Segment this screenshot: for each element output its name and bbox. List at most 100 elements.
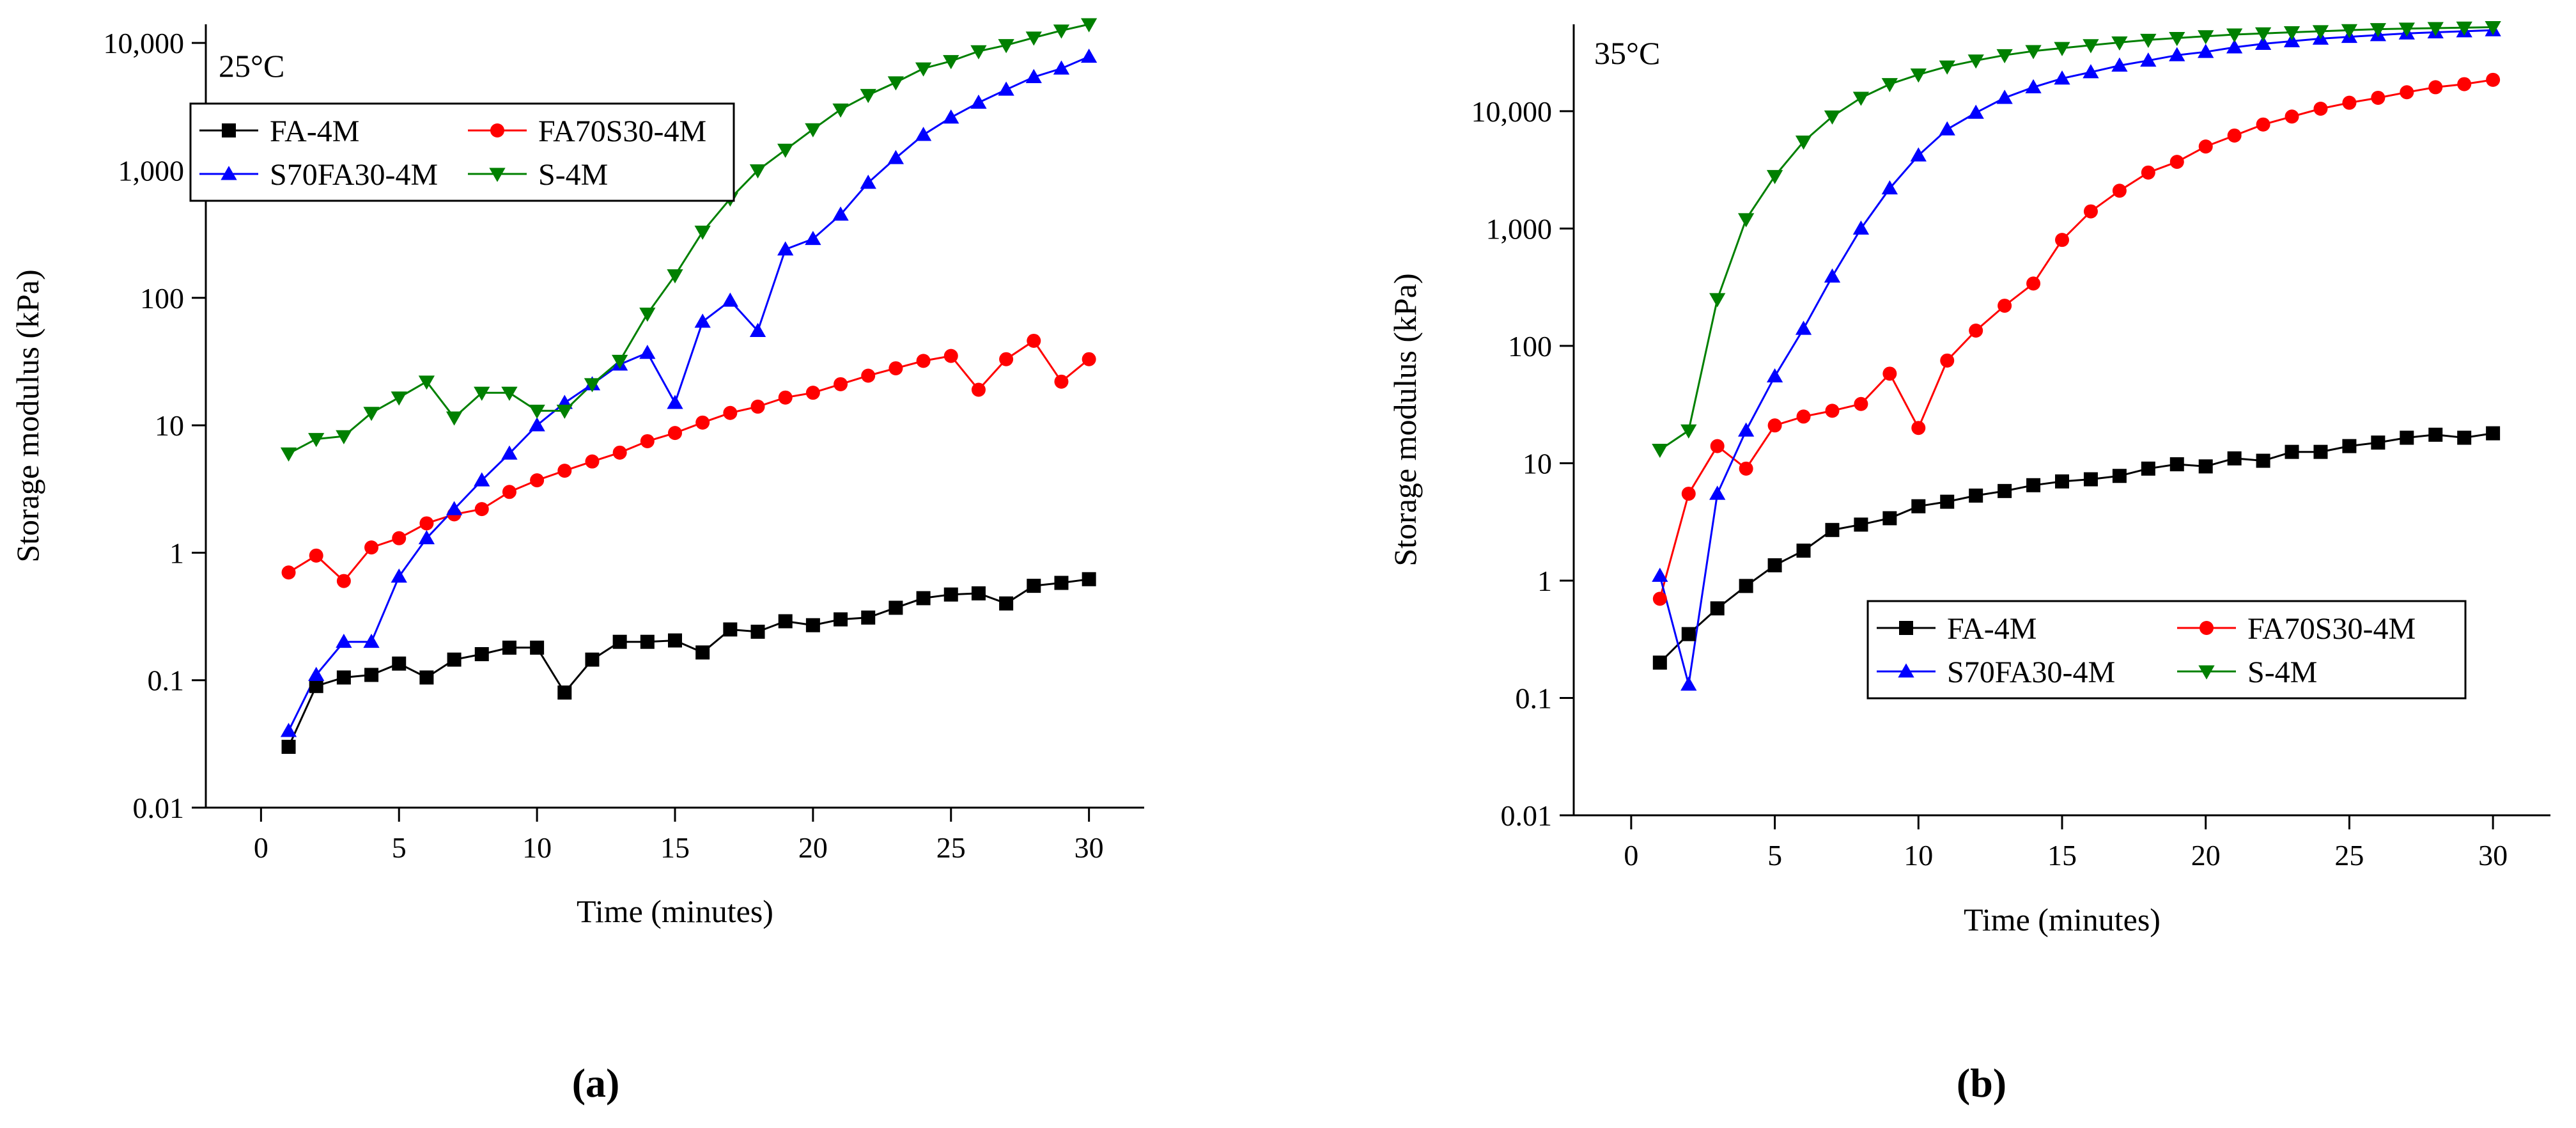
data-point-fa70s30-4m bbox=[1054, 374, 1069, 389]
data-point-fa-4m bbox=[1969, 489, 1983, 503]
data-point-s-4m bbox=[694, 225, 711, 240]
series-line-fa70s30-4m bbox=[1659, 79, 2494, 599]
data-point-s-4m bbox=[2283, 26, 2301, 41]
data-point-fa70s30-4m bbox=[2141, 165, 2155, 180]
data-point-s-4m bbox=[280, 447, 297, 462]
x-tick-label: 20 bbox=[798, 831, 828, 864]
data-point-fa-4m bbox=[281, 739, 296, 754]
data-point-fa70s30-4m bbox=[530, 473, 545, 488]
data-point-s70fa30-4m bbox=[1910, 147, 1927, 162]
data-point-fa70s30-4m bbox=[2400, 85, 2414, 100]
data-point-s70fa30-4m bbox=[2254, 35, 2272, 51]
legend-label: S70FA30-4M bbox=[270, 158, 438, 192]
y-tick-label: 0.1 bbox=[148, 664, 185, 697]
data-point-s-4m bbox=[639, 308, 656, 322]
data-point-fa-4m bbox=[668, 633, 682, 648]
legend-label: S70FA30-4M bbox=[1947, 655, 2115, 689]
data-point-fa-4m bbox=[2198, 459, 2213, 474]
data-point-s70fa30-4m bbox=[943, 109, 959, 124]
y-tick-label: 1 bbox=[169, 537, 184, 569]
data-point-s-4m bbox=[2111, 36, 2128, 51]
data-point-s-4m bbox=[2054, 42, 2070, 56]
data-point-s70fa30-4m bbox=[1852, 220, 1870, 235]
data-point-fa-4m bbox=[723, 622, 738, 637]
data-point-fa70s30-4m bbox=[2083, 204, 2098, 219]
data-point-s-4m bbox=[943, 55, 959, 70]
data-point-s70fa30-4m bbox=[280, 723, 297, 737]
data-point-fa70s30-4m bbox=[888, 361, 903, 375]
series-line-s70fa30-4m bbox=[1659, 29, 2494, 685]
legend: FA-4M FA70S30-4M S70FA30-4M S-4M bbox=[1866, 600, 2467, 700]
data-point-fa-4m bbox=[1082, 572, 1096, 586]
data-point-fa-4m bbox=[1710, 601, 1725, 616]
data-point-fa70s30-4m bbox=[971, 382, 986, 397]
data-point-fa-4m bbox=[2428, 427, 2443, 442]
data-point-fa-4m bbox=[971, 586, 986, 600]
data-point-fa-4m bbox=[502, 640, 516, 655]
data-point-fa-4m bbox=[2457, 430, 2472, 445]
data-point-s70fa30-4m bbox=[1737, 422, 1755, 437]
x-tick-label: 10 bbox=[1904, 839, 1933, 872]
data-point-s-4m bbox=[391, 391, 407, 406]
panel-label-b: (b) bbox=[1957, 1060, 2006, 1106]
data-point-fa70s30-4m bbox=[2342, 95, 2357, 110]
data-point-fa70s30-4m bbox=[1825, 403, 1840, 418]
data-point-fa70s30-4m bbox=[2169, 155, 2184, 169]
data-point-fa70s30-4m bbox=[1854, 396, 1868, 411]
y-tick-label: 10,000 bbox=[104, 27, 185, 59]
data-point-fa70s30-4m bbox=[419, 516, 434, 531]
data-point-fa-4m bbox=[2227, 451, 2242, 466]
data-point-fa70s30-4m bbox=[2227, 128, 2242, 143]
data-point-s-4m bbox=[1824, 110, 1841, 125]
x-tick-label: 15 bbox=[660, 831, 690, 864]
data-point-s-4m bbox=[1881, 78, 1898, 93]
x-axis-label: Time (minutes) bbox=[1964, 902, 2161, 937]
data-point-fa-4m bbox=[1652, 655, 1667, 670]
x-tick-label: 5 bbox=[392, 831, 407, 864]
data-point-s70fa30-4m bbox=[639, 345, 656, 359]
data-point-fa-4m bbox=[1825, 522, 1840, 537]
data-point-s-4m bbox=[1680, 424, 1697, 439]
data-point-fa70s30-4m bbox=[474, 502, 489, 517]
data-point-fa70s30-4m bbox=[2026, 276, 2041, 291]
y-tick-label: 1,000 bbox=[1486, 212, 1553, 245]
data-point-s-4m bbox=[2485, 20, 2501, 36]
data-point-s70fa30-4m bbox=[915, 127, 932, 141]
data-point-s70fa30-4m bbox=[749, 322, 766, 337]
data-point-fa70s30-4m bbox=[723, 405, 738, 420]
legend-label: FA-4M bbox=[270, 114, 359, 148]
data-point-fa-4m bbox=[336, 670, 351, 685]
data-point-s70fa30-4m bbox=[1824, 268, 1841, 283]
data-point-fa-4m bbox=[750, 624, 765, 639]
data-point-fa-4m bbox=[805, 618, 820, 632]
legend-label: FA70S30-4M bbox=[538, 114, 706, 148]
y-tick-label: 0.01 bbox=[1501, 799, 1553, 832]
data-point-s-4m bbox=[777, 143, 794, 158]
data-point-fa-4m bbox=[2285, 444, 2299, 459]
data-point-s70fa30-4m bbox=[474, 472, 490, 487]
data-point-s70fa30-4m bbox=[1652, 567, 1668, 582]
data-point-fa70s30-4m bbox=[585, 454, 600, 469]
y-tick-label: 10 bbox=[155, 409, 184, 442]
series-line-fa70s30-4m bbox=[288, 339, 1090, 583]
y-tick-label: 10 bbox=[1523, 447, 1552, 480]
y-tick-label: 10,000 bbox=[1471, 95, 1553, 128]
data-point-s-4m bbox=[860, 89, 876, 104]
data-point-fa70s30-4m bbox=[805, 386, 820, 400]
data-point-fa70s30-4m bbox=[999, 352, 1014, 366]
data-point-s70fa30-4m bbox=[1680, 676, 1697, 691]
y-tick-label: 0.01 bbox=[133, 792, 185, 824]
y-tick-label: 1 bbox=[1537, 565, 1552, 597]
data-point-fa-4m bbox=[1911, 499, 1926, 513]
data-point-fa-4m bbox=[861, 610, 876, 625]
data-point-fa-4m bbox=[916, 591, 931, 606]
data-point-fa-4m bbox=[309, 678, 323, 693]
data-point-s-4m bbox=[998, 39, 1014, 54]
data-point-s70fa30-4m bbox=[970, 94, 987, 109]
data-point-s70fa30-4m bbox=[860, 175, 876, 189]
data-point-s-4m bbox=[887, 76, 904, 91]
data-point-s70fa30-4m bbox=[998, 81, 1014, 96]
x-tick-label: 30 bbox=[2478, 839, 2508, 872]
data-point-s70fa30-4m bbox=[529, 417, 545, 432]
data-point-fa70s30-4m bbox=[2256, 117, 2270, 132]
